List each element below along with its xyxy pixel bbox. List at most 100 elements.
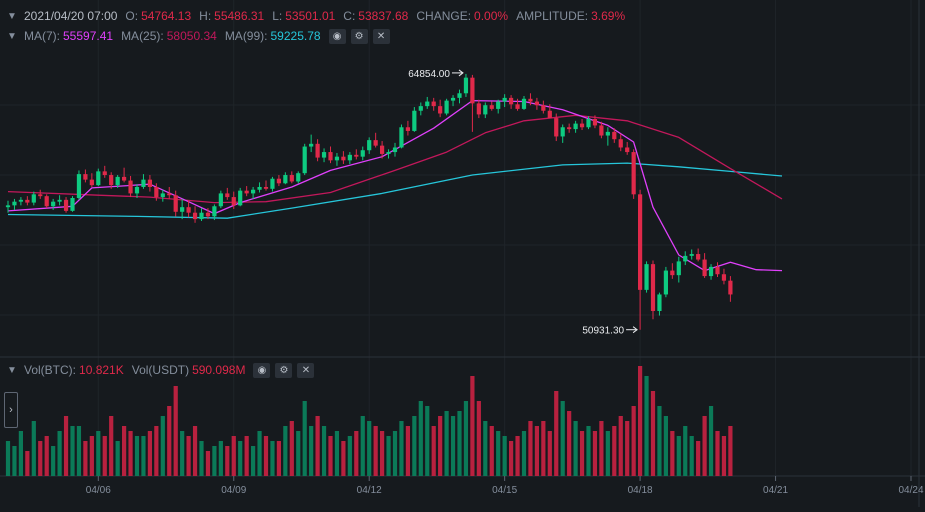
annotation-arrow-head xyxy=(458,69,464,77)
volume-bar xyxy=(560,401,565,476)
collapse-caret-icon[interactable]: ▼ xyxy=(7,10,17,22)
volume-bar xyxy=(463,401,469,476)
candle-body xyxy=(663,270,668,295)
candle-body xyxy=(599,125,604,136)
ma99-value: 59225.78 xyxy=(270,29,321,43)
volume-bar xyxy=(354,431,359,476)
x-tick-label: 04/21 xyxy=(763,485,788,496)
candle-body xyxy=(115,176,120,186)
candle-body xyxy=(715,266,720,275)
candle-body xyxy=(244,190,249,194)
candle-body xyxy=(547,110,552,119)
volume-bar xyxy=(315,416,320,476)
candle-body xyxy=(579,123,585,128)
volume-bar xyxy=(638,366,643,476)
volume-bar xyxy=(347,436,352,476)
volume-bar xyxy=(199,441,204,476)
candle-body xyxy=(650,264,656,311)
ma7-label: MA(7): xyxy=(24,29,60,43)
volume-bar xyxy=(489,426,494,476)
volume-bar xyxy=(244,436,249,476)
candle-body xyxy=(431,101,436,107)
candle-body xyxy=(51,201,56,207)
close-label: C: xyxy=(343,9,356,23)
ma25-value: 58050.34 xyxy=(166,29,217,43)
candle-body xyxy=(463,77,469,94)
candle-body xyxy=(425,101,430,107)
candle-body xyxy=(631,152,636,195)
x-tick-label: 04/09 xyxy=(221,485,246,496)
close-icon[interactable]: ✕ xyxy=(372,28,390,44)
candle-body xyxy=(438,106,443,114)
volume-bars xyxy=(5,366,733,476)
x-tick-label: 04/24 xyxy=(898,485,923,496)
volume-bar xyxy=(238,441,243,476)
low-label: L: xyxy=(272,9,283,23)
candle-body xyxy=(154,186,159,198)
price-annotation-label: 50931.30 xyxy=(582,326,624,337)
volume-bar xyxy=(457,411,462,476)
volume-bar xyxy=(367,421,372,476)
candle-body xyxy=(354,154,359,157)
candle-body xyxy=(309,143,314,147)
volume-bar xyxy=(625,421,630,476)
candle-body xyxy=(328,152,333,161)
ma7-value: 55597.41 xyxy=(63,29,114,43)
volume-bar xyxy=(167,406,172,476)
low-value: 53501.01 xyxy=(285,9,336,23)
volume-bar xyxy=(521,431,527,476)
volume-bar xyxy=(631,406,636,476)
volume-bar xyxy=(205,451,211,476)
candle-body xyxy=(702,259,707,277)
volume-bar xyxy=(592,431,598,476)
volume-bar xyxy=(431,426,436,476)
candle-body xyxy=(76,174,82,198)
vol-btc-label: Vol(BTC): xyxy=(24,363,77,377)
volume-bar xyxy=(547,431,552,476)
candle-body xyxy=(515,104,520,109)
volume-bar xyxy=(89,436,94,476)
candle-body xyxy=(44,196,49,207)
volume-bar xyxy=(702,416,707,476)
collapse-caret-icon[interactable]: ▼ xyxy=(7,30,17,42)
volume-bar xyxy=(418,401,423,476)
volume-bar xyxy=(476,401,481,476)
amplitude-value: 3.69% xyxy=(591,9,626,23)
close-icon[interactable]: ✕ xyxy=(297,362,315,378)
chevron-right-icon[interactable]: › xyxy=(4,392,18,428)
volume-bar xyxy=(612,426,617,476)
volume-bar xyxy=(186,436,191,476)
candle-body xyxy=(263,186,269,189)
price-annotations: 64854.00 50931.30 xyxy=(408,69,638,337)
volume-bar xyxy=(70,426,75,476)
settings-icon[interactable]: ⚙ xyxy=(275,362,293,378)
volume-bar xyxy=(257,431,262,476)
volume-bar xyxy=(405,426,410,476)
candle-body xyxy=(399,127,404,148)
ma99-line xyxy=(7,162,783,219)
candle-body xyxy=(334,156,340,161)
candle-body xyxy=(276,178,281,184)
volume-bar xyxy=(12,446,17,476)
candle-body xyxy=(231,197,236,206)
candle-body xyxy=(302,146,307,174)
collapse-caret-icon[interactable]: ▼ xyxy=(7,364,17,376)
volume-bar xyxy=(180,431,185,476)
ma25-label: MA(25): xyxy=(121,29,164,43)
candle-body xyxy=(270,178,275,189)
candle-body xyxy=(134,186,140,194)
eye-icon[interactable]: ◉ xyxy=(328,28,346,44)
volume-bar xyxy=(225,446,230,476)
settings-icon[interactable]: ⚙ xyxy=(350,28,368,44)
candle-body xyxy=(147,179,152,187)
volume-bar xyxy=(192,426,198,476)
candle-body xyxy=(405,127,410,131)
volume-bar xyxy=(334,431,340,476)
volume-bar xyxy=(605,431,610,476)
candle-body xyxy=(541,105,546,111)
candle-body xyxy=(360,150,365,157)
volume-bar xyxy=(128,431,133,476)
eye-icon[interactable]: ◉ xyxy=(253,362,271,378)
